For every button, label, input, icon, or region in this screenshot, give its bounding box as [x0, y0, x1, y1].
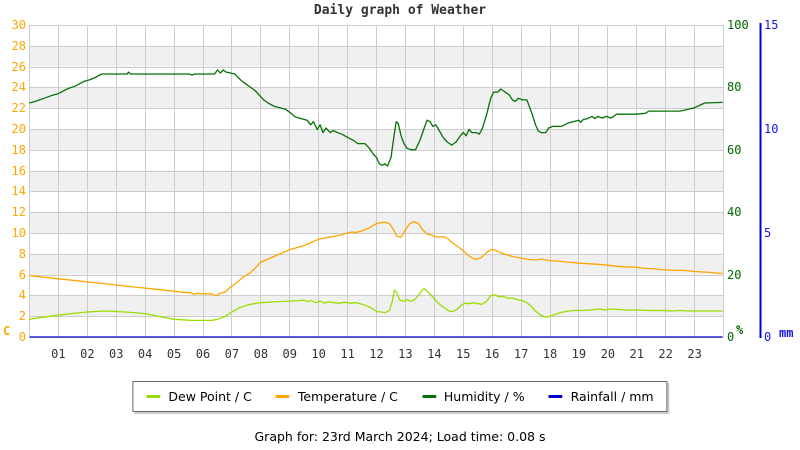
dew-point-swatch	[146, 395, 161, 398]
x-tick-label: 17	[513, 347, 529, 361]
temp-tick-label: 6	[18, 267, 26, 282]
x-tick-label: 03	[109, 347, 124, 361]
temp-axis-unit: C	[3, 324, 11, 338]
rain-tick-label: 0	[764, 330, 772, 344]
temp-tick-label: 30	[11, 18, 26, 32]
temp-tick-label: 0	[18, 330, 26, 344]
x-tick-label: 10	[311, 347, 326, 361]
rain-tick-label: 5	[764, 226, 772, 240]
x-tick-label: 09	[282, 347, 297, 361]
humidity-tick-label: 40	[727, 205, 742, 220]
legend-item: Dew Point / C	[146, 389, 252, 404]
temp-tick-label: 2	[18, 309, 26, 324]
temp-tick-label: 12	[11, 205, 26, 220]
temp-tick-label: 4	[18, 288, 26, 303]
temperature-swatch	[275, 395, 290, 398]
legend-label: Humidity / %	[443, 389, 525, 404]
legend-label: Temperature / C	[297, 389, 398, 404]
legend: Dew Point / C Temperature / C Humidity / %…	[132, 381, 668, 412]
temp-tick-label: 18	[11, 142, 26, 157]
humidity-tick-label: 20	[727, 267, 742, 282]
legend-label: Rainfall / mm	[570, 389, 654, 404]
temp-tick-label: 16	[11, 163, 26, 178]
humidity-tick-label: 80	[727, 80, 742, 95]
x-tick-label: 04	[137, 347, 153, 361]
temp-tick-label: 14	[11, 184, 26, 199]
temp-tick-label: 28	[11, 38, 26, 53]
temp-tick-label: 26	[11, 59, 26, 74]
x-tick-label: 14	[427, 347, 442, 361]
x-tick-label: 20	[600, 347, 616, 361]
x-tick-label: 16	[484, 347, 500, 361]
temp-tick-label: 22	[11, 101, 26, 116]
rainfall-swatch	[548, 395, 563, 398]
x-tick-label: 07	[224, 347, 240, 361]
temp-tick-label: 8	[18, 246, 26, 261]
x-tick-label: 13	[398, 347, 413, 361]
x-tick-label: 19	[571, 347, 587, 361]
temp-tick-label: 24	[11, 80, 26, 95]
x-tick-label: 08	[253, 347, 269, 361]
x-tick-label: 21	[629, 347, 644, 361]
humidity-swatch	[421, 395, 436, 398]
rain-axis-unit: mm	[779, 326, 794, 340]
rain-tick-label: 10	[764, 122, 779, 136]
x-tick-label: 15	[456, 347, 471, 361]
legend-item: Humidity / %	[421, 389, 525, 404]
temp-tick-label: 10	[11, 226, 26, 240]
chart-title: Daily graph of Weather	[313, 3, 487, 18]
x-tick-label: 23	[687, 347, 702, 361]
x-tick-label: 12	[369, 347, 384, 361]
x-tick-label: 11	[340, 347, 355, 361]
x-tick-label: 18	[542, 347, 558, 361]
x-tick-label: 06	[195, 347, 211, 361]
legend-item: Rainfall / mm	[548, 389, 654, 404]
x-tick-label: 02	[80, 347, 95, 361]
temp-tick-label: 20	[11, 122, 26, 136]
humidity-axis-unit: %	[736, 323, 744, 337]
humidity-tick-label: 0	[727, 330, 735, 344]
footer-caption: Graph for: 23rd March 2024; Load time: 0…	[254, 429, 546, 444]
humidity-tick-label: 100	[727, 18, 749, 32]
legend-item: Temperature / C	[275, 389, 398, 404]
humidity-tick-label: 60	[727, 142, 742, 157]
x-tick-label: 05	[166, 347, 182, 361]
x-tick-label: 01	[51, 347, 66, 361]
x-tick-label: 22	[658, 347, 673, 361]
rain-tick-label: 15	[764, 18, 779, 32]
legend-label: Dew Point / C	[168, 389, 252, 404]
